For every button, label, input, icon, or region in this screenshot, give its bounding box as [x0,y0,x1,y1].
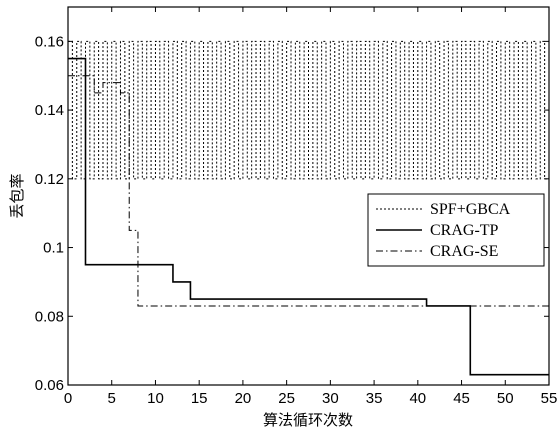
y-tick-label: 0.12 [35,171,64,188]
x-tick-label: 55 [541,390,558,407]
ticks-layer: 0 5 10 15 20 25 30 35 40 45 50 55 0.06 0.08 0.1 0.12 0.1… [35,7,558,407]
x-tick-label: 20 [235,390,252,407]
x-tick-label: 40 [409,390,426,407]
y-axis-title: 丢包率 [8,173,26,218]
x-tick-label: 50 [497,390,514,407]
x-tick-label: 0 [64,390,72,407]
x-tick-label: 15 [191,390,208,407]
plot-frame [67,6,550,386]
x-tick-label: 10 [147,390,164,407]
x-tick-label: 25 [278,390,295,407]
y-tick-label: 0.14 [35,102,64,119]
x-tick-label: 35 [366,390,383,407]
legend-label-crag-tp: CRAG-TP [430,222,499,239]
series-line-spf-gbca [68,40,550,180]
series-layer [68,40,550,376]
legend-label-spf-gbca: SPF+GBCA [430,201,511,218]
legend: SPF+GBCA CRAG-TP CRAG-SE [367,193,545,267]
y-tick-label: 0.16 [35,33,64,50]
x-tick-label: 5 [108,390,116,407]
x-axis-title: 算法循环次数 [263,411,353,429]
y-tick-label: 0.08 [35,308,64,325]
legend-label-crag-se: CRAG-SE [430,243,498,260]
x-tick-label: 45 [453,390,470,407]
x-tick-label: 30 [322,390,339,407]
y-tick-label: 0.1 [43,240,64,257]
series-line-crag-se [68,75,549,307]
series-line-crag-tp [68,57,549,376]
y-tick-label: 0.06 [35,377,64,394]
